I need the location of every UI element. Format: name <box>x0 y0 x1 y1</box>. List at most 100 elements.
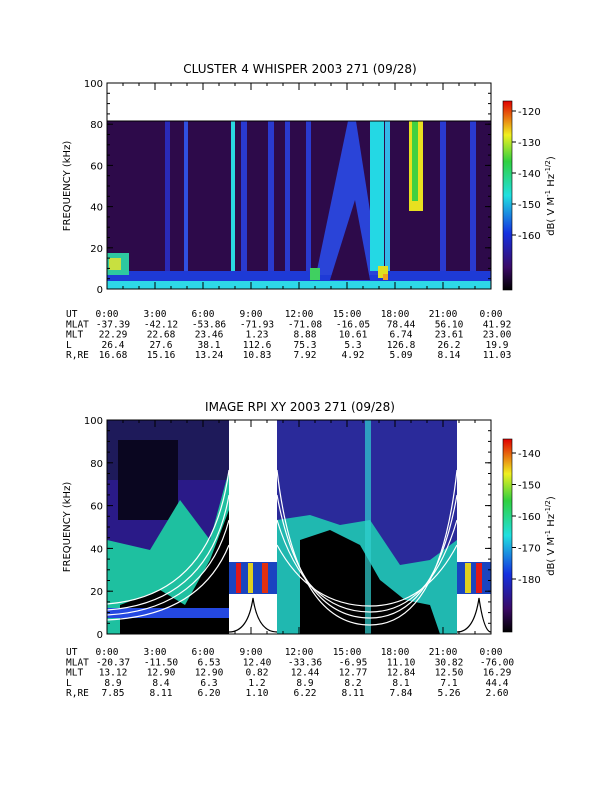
ephemeris-value: 12.90 <box>147 668 176 679</box>
ephemeris-value: 23.00 <box>483 330 512 341</box>
colorbar-tick-label: -120 <box>518 107 541 118</box>
ephemeris-value: 12.77 <box>339 668 368 679</box>
ephemeris-value: 3:00 <box>144 309 167 320</box>
band-blue-4 <box>268 121 274 271</box>
ephemeris-value: 8.11 <box>342 688 365 699</box>
ephemeris-value: 21:00 <box>429 309 458 320</box>
colorbar-tick-label: -130 <box>518 138 541 149</box>
data-gap <box>229 420 277 562</box>
y-tick-label: 80 <box>90 120 103 131</box>
low-green-patch <box>310 268 320 280</box>
ephemeris-value: 8.2 <box>344 678 361 689</box>
ephemeris-value: 0.82 <box>246 668 269 679</box>
ephemeris-value: 12.50 <box>435 668 464 679</box>
colorbar-label: dB( V M-1 Hz-1/2) <box>544 496 557 576</box>
ephemeris-value: 30.82 <box>435 657 464 668</box>
band-cyan-1 <box>231 121 235 271</box>
ephemeris-value: 6.3 <box>200 678 217 689</box>
y-tick-label: 80 <box>90 459 103 470</box>
ephemeris-value: 18:00 <box>381 309 410 320</box>
chart-title: CLUSTER 4 WHISPER 2003 271 (09/28) <box>183 62 416 76</box>
ephemeris-value: 13.24 <box>195 350 224 361</box>
ephemeris-value: -71.08 <box>288 319 323 330</box>
ephemeris-value: -37.39 <box>96 319 131 330</box>
y-tick-labels: 0 20 40 60 80 100 <box>84 416 491 641</box>
ephemeris-value: 6.22 <box>294 688 317 699</box>
ephemeris-row-label: MLT <box>66 668 83 679</box>
ephemeris-value: 3:00 <box>144 647 167 658</box>
ephemeris-value: 7.85 <box>102 688 125 699</box>
ephemeris-value: 0:00 <box>96 647 119 658</box>
y-tick-label: 0 <box>97 630 103 641</box>
segment-right-cyan-streak <box>365 420 371 634</box>
band-blue-6 <box>306 121 311 271</box>
ephemeris-value: 6:00 <box>192 647 215 658</box>
segment-left-band <box>107 608 229 618</box>
ephemeris-value: 15:00 <box>333 647 362 658</box>
y-axis-label: FREQUENCY (kHz) <box>62 141 73 232</box>
ephemeris-value: 7.1 <box>440 678 457 689</box>
ephemeris-value: 6:00 <box>192 309 215 320</box>
ephemeris-value: 126.8 <box>387 340 416 351</box>
low-orange-patch <box>383 274 388 280</box>
ephemeris-value: 23.61 <box>435 330 464 341</box>
segment-left-dark-region <box>118 440 178 520</box>
band-blue-8 <box>470 121 476 271</box>
band-cyan-3 <box>385 121 390 271</box>
segment-end-band <box>457 562 491 594</box>
ephemeris-value: -6.95 <box>339 657 368 668</box>
ephemeris-value: -11.50 <box>144 657 179 668</box>
y-tick-labels: 0 20 40 60 80 100 <box>84 79 491 296</box>
cone-blue <box>316 121 380 275</box>
model-curves <box>106 469 458 626</box>
ephemeris-table: UTMLATMLTLR,RE0:00-20.3713.128.97.853:00… <box>66 647 514 699</box>
start-burst-core <box>109 258 121 270</box>
colorbar <box>502 100 513 291</box>
ephemeris-value: 8.14 <box>438 350 461 361</box>
ephemeris-value: 12.90 <box>195 668 224 679</box>
ephemeris-value: 8.9 <box>296 678 313 689</box>
ephemeris-value: 7.92 <box>294 350 317 361</box>
band-green <box>412 121 418 201</box>
ephemeris-value: 6.53 <box>198 657 221 668</box>
ephemeris-value: 6.20 <box>198 688 221 699</box>
colorbar-tick-label: -140 <box>518 449 541 460</box>
ephemeris-value: 12.44 <box>291 668 320 679</box>
y-tick-label: 100 <box>84 79 103 90</box>
panel-cluster: CLUSTER 4 WHISPER 2003 271 (09/28) <box>62 62 557 361</box>
ephemeris-value: 27.6 <box>150 340 173 351</box>
gyro-peak-curve <box>456 597 492 633</box>
ephemeris-value: 10.61 <box>339 330 368 341</box>
band-blue-3 <box>241 121 247 271</box>
ephemeris-row-label: L <box>66 340 72 351</box>
cone-dark <box>330 200 370 280</box>
y-tick-label: 20 <box>90 587 103 598</box>
ephemeris-value: 11.10 <box>387 657 416 668</box>
ephemeris-value: -76.00 <box>480 657 515 668</box>
ephemeris-value: 12:00 <box>285 309 314 320</box>
ephemeris-value: -42.12 <box>144 319 178 330</box>
chart-title: IMAGE RPI XY 2003 271 (09/28) <box>205 400 395 414</box>
ephemeris-value: -20.37 <box>96 657 130 668</box>
ephemeris-value: 8.11 <box>150 688 173 699</box>
ephemeris-value: -33.36 <box>288 657 323 668</box>
segment-end-hot <box>465 563 471 593</box>
colorbar-tick-labels: -120 -130 -140 -150 -160 <box>512 107 541 242</box>
band-blue-5 <box>285 121 290 271</box>
ephemeris-value: 12:00 <box>285 647 314 658</box>
ephemeris-value: 5.09 <box>390 350 413 361</box>
colorbar-tick-label: -170 <box>518 544 541 555</box>
band-blue-2 <box>184 121 188 271</box>
ephemeris-value: 56.10 <box>435 319 464 330</box>
ephemeris-value: 19.9 <box>486 340 509 351</box>
ephemeris-value: -16.05 <box>336 319 370 330</box>
ephemeris-row-label: MLT <box>66 330 83 341</box>
ephemeris-value: 21:00 <box>429 647 458 658</box>
colorbar <box>502 438 513 633</box>
ephemeris-value: 6.74 <box>390 330 413 341</box>
colorbar-label: dB( V M-1 Hz-1/2) <box>544 156 557 236</box>
ephemeris-value: -71.93 <box>240 319 274 330</box>
colorbar-tick-label: -150 <box>518 200 541 211</box>
ephemeris-value: 15.16 <box>147 350 176 361</box>
